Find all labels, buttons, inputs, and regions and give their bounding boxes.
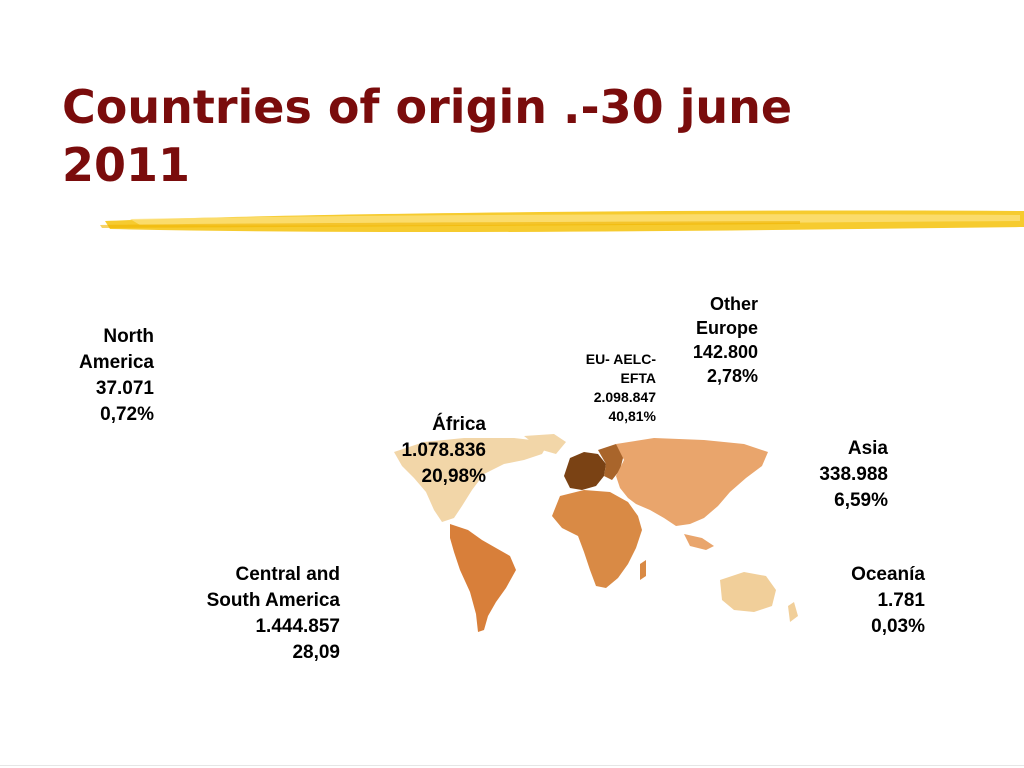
title-line-2: 2011 <box>62 138 191 192</box>
eu-region <box>564 452 606 490</box>
madagascar-region <box>640 560 646 580</box>
label-central-south-america: Central and South America 1.444.857 28,0… <box>206 564 340 663</box>
title-underline-brush <box>100 210 1024 233</box>
greenland-region <box>524 434 566 454</box>
slide-title: Countries of origin .-30 june 2011 <box>62 78 962 194</box>
oceania-region <box>720 572 776 612</box>
label-asia: Asia 338.988 6,59% <box>819 438 888 511</box>
title-line-1: Countries of origin .-30 june <box>62 80 793 134</box>
label-north-america: North America 37.071 0,72% <box>79 326 154 425</box>
africa-region <box>552 490 642 588</box>
world-map <box>394 434 798 632</box>
label-oceania: Oceanía 1.781 0,03% <box>851 564 925 637</box>
label-africa: África 1.078.836 20,98% <box>401 414 486 487</box>
label-other-europe: Other Europe 142.800 2,78% <box>692 294 758 386</box>
footer-divider <box>0 765 1024 766</box>
south-america-region <box>450 524 516 632</box>
southeast-asia-islands <box>684 534 714 550</box>
asia-region <box>616 438 768 526</box>
other-europe-region <box>598 444 624 480</box>
new-zealand-region <box>788 602 798 622</box>
north-america-region <box>394 438 549 522</box>
label-eu-aelc-efta: EU- AELC- EFTA 2.098.847 40,81% <box>585 351 656 424</box>
